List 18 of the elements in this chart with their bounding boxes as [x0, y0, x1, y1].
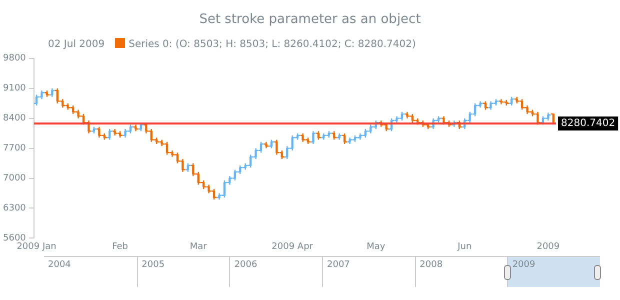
x-tick-label: Feb — [112, 242, 128, 252]
x-tick-label: Mar — [190, 242, 208, 252]
chart-title: Set stroke parameter as an object — [198, 12, 422, 27]
y-tick-label: 8400 — [3, 114, 26, 124]
x-tick-label: Jun — [456, 242, 472, 252]
y-tick-label: 6300 — [3, 204, 26, 214]
y-tick-label: 7700 — [3, 144, 26, 154]
legend-title: 02 Jul 2009 — [48, 38, 105, 50]
y-tick-label: 9100 — [3, 84, 26, 94]
legend-label: Series 0: (O: 8503; H: 8503; L: 8260.4102; C: 8280.7402) — [128, 38, 416, 50]
y-tick-label: 7000 — [3, 174, 26, 184]
y-tick-label: 5600 — [3, 234, 26, 244]
ref-line-label: 8280.7402 — [561, 118, 616, 130]
x-tick-label: 2009 — [536, 242, 560, 252]
y-tick-label: 9800 — [3, 54, 26, 64]
x-tick-label: May — [366, 242, 386, 252]
x-tick-label: 2009 Jan — [16, 242, 56, 252]
x-tick-label: 2009 Apr — [272, 242, 314, 252]
